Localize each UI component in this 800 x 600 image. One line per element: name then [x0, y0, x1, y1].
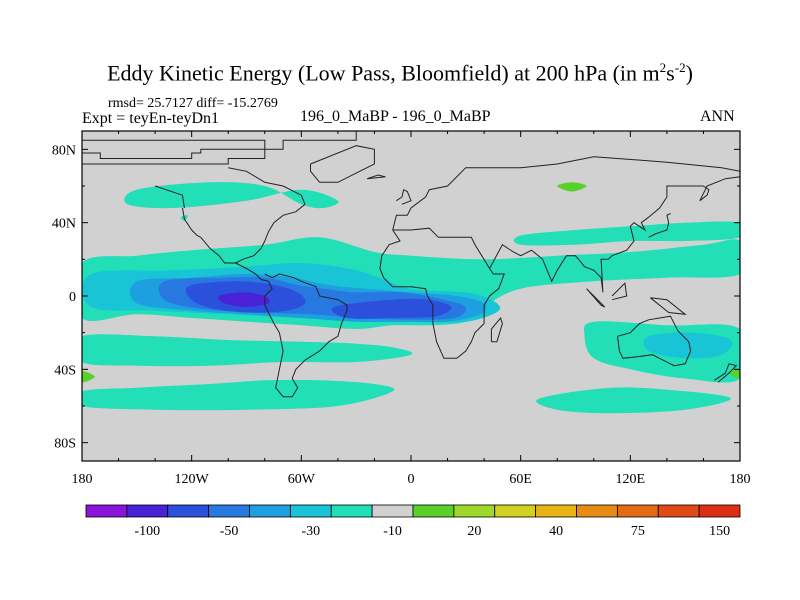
coastline-4 [200, 236, 236, 264]
stats-text: rmsd= 25.7127 diff= -15.2769 [108, 96, 278, 111]
contour-region-6 [536, 387, 731, 414]
coastline-15 [396, 188, 412, 205]
coastline-6 [154, 185, 185, 209]
colorbar-label-6: 75 [631, 524, 645, 539]
coastline-11 [617, 315, 692, 367]
season-label: ANN [700, 108, 735, 125]
contour-region-16 [729, 369, 740, 379]
coastline-13 [714, 363, 738, 383]
colorbar-swatch-3 [208, 504, 250, 518]
colorbar-label-3: -10 [383, 524, 402, 539]
chart-title: Eddy Kinetic Energy (Low Pass, Bloomfiel… [107, 60, 693, 86]
coastline-7 [310, 145, 375, 183]
colorbar-label-2: -30 [301, 524, 320, 539]
colorbar-swatch-12 [576, 504, 618, 518]
colorbar-label-0: -100 [134, 524, 160, 539]
contour-region-15 [82, 371, 95, 383]
colorbar-swatch-15 [698, 504, 741, 518]
x-tick-label-2: 60W [288, 472, 316, 487]
x-tick-label-5: 120E [616, 472, 646, 487]
y-tick-label-1: 40N [52, 217, 76, 232]
colorbar-swatch-2 [167, 504, 210, 518]
coastline-9 [379, 227, 505, 359]
contour-region-8 [643, 332, 733, 359]
coastline-18 [611, 282, 628, 301]
colorbar-swatch-11 [535, 504, 577, 518]
x-tick-label-0: 180 [72, 472, 93, 487]
coastlines [82, 131, 740, 398]
contour-region-1 [124, 182, 339, 209]
axis-ticks: 180 120W 60W 0 60E 120E 180 80N 40N 0 40S 80S [52, 131, 751, 487]
contour-region-5 [82, 379, 395, 411]
contour-region-13 [218, 292, 270, 307]
colorbar-swatch-8 [412, 504, 455, 518]
contour-region-14 [557, 182, 587, 192]
coastline-17 [586, 288, 606, 308]
contour-region-3 [82, 334, 413, 367]
colorbar-swatch-10 [494, 504, 537, 518]
colorbar-swatch-14 [657, 504, 700, 518]
y-tick-label-2: 0 [69, 290, 76, 305]
contour-regions [82, 182, 740, 414]
colorbar-swatch-5 [289, 504, 332, 518]
contour-region-2 [513, 221, 740, 246]
coastline-5 [182, 207, 202, 238]
x-tick-label-3: 0 [408, 472, 415, 487]
colorbar-label-4: 20 [467, 524, 481, 539]
coastline-19 [650, 297, 687, 315]
coastline-16 [366, 174, 386, 180]
coastline-12 [648, 213, 671, 238]
colorbar: -100 -50 -30 -10 20 40 75 150 [85, 504, 741, 539]
x-tick-label-1: 120W [175, 472, 210, 487]
case-label: 196_0_MaBP - 196_0_MaBP [300, 108, 491, 125]
colorbar-swatch-6 [330, 504, 373, 518]
experiment-label: Expt = teyEn-teyDn1 [82, 110, 219, 127]
contour-region-12 [331, 298, 452, 319]
colorbar-label-7: 150 [709, 524, 730, 539]
coastline-10 [489, 176, 740, 293]
colorbar-swatch-1 [126, 504, 169, 518]
colorbar-swatch-0 [85, 504, 128, 518]
colorbar-swatch-7 [371, 504, 414, 518]
colorbar-swatch-9 [453, 504, 496, 518]
colorbar-swatch-4 [249, 504, 291, 518]
y-tick-label-4: 80S [54, 437, 76, 452]
colorbar-swatch-13 [616, 504, 659, 518]
x-tick-label-6: 180 [730, 472, 751, 487]
coastline-2 [82, 131, 357, 165]
coastline-0 [82, 139, 266, 159]
colorbar-label-5: 40 [549, 524, 563, 539]
coastline-3 [228, 167, 348, 398]
y-tick-label-3: 40S [54, 363, 76, 378]
coastline-8 [392, 156, 740, 231]
coastline-14 [490, 316, 503, 343]
y-tick-label-0: 80N [52, 143, 76, 158]
x-tick-label-4: 60E [509, 472, 532, 487]
colorbar-label-1: -50 [220, 524, 239, 539]
